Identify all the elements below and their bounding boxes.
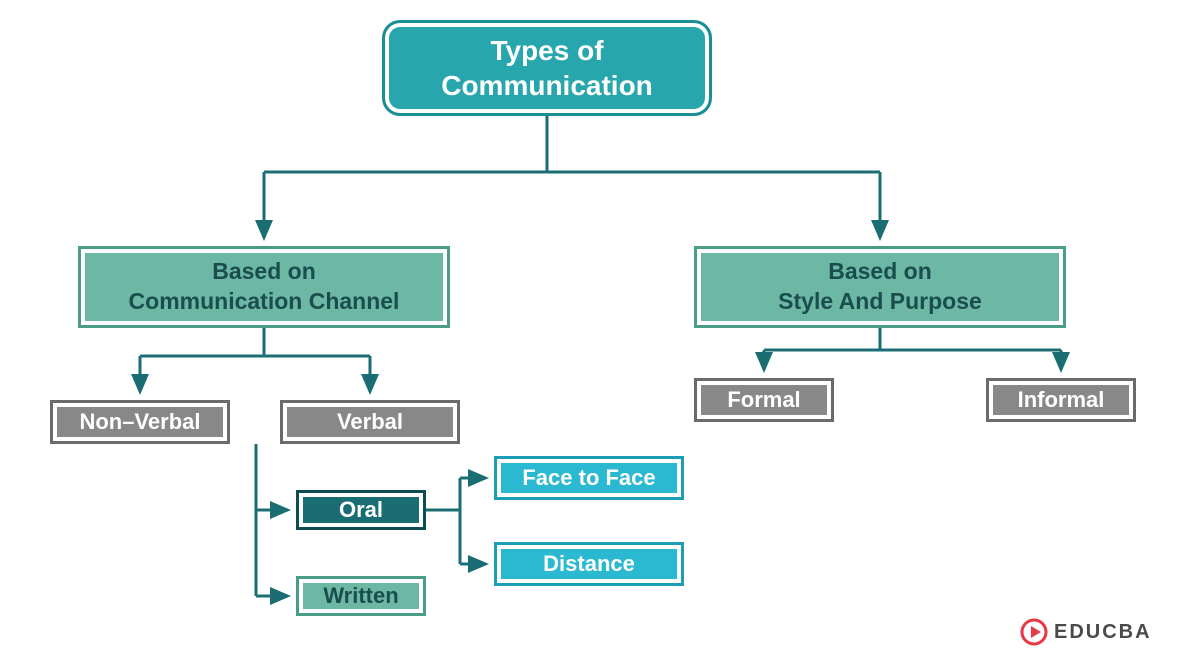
node-verbal-label: Verbal <box>337 409 403 435</box>
node-formal-label: Formal <box>727 387 800 413</box>
node-verbal: Verbal <box>280 400 460 444</box>
node-formal: Formal <box>694 378 834 422</box>
node-written: Written <box>296 576 426 616</box>
node-channel-label: Based on Communication Channel <box>129 257 400 317</box>
node-root-label: Types of Communication <box>441 33 653 103</box>
node-nonverbal: Non–Verbal <box>50 400 230 444</box>
node-written-label: Written <box>323 583 398 609</box>
node-distance-label: Distance <box>543 551 635 577</box>
node-nonverbal-label: Non–Verbal <box>79 409 200 435</box>
node-distance: Distance <box>494 542 684 586</box>
node-style: Based on Style And Purpose <box>694 246 1066 328</box>
node-channel: Based on Communication Channel <box>78 246 450 328</box>
node-informal-label: Informal <box>1018 387 1105 413</box>
node-style-label: Based on Style And Purpose <box>778 257 982 317</box>
play-icon <box>1020 618 1048 646</box>
node-root: Types of Communication <box>382 20 712 116</box>
node-oral: Oral <box>296 490 426 530</box>
node-informal: Informal <box>986 378 1136 422</box>
node-facetoface-label: Face to Face <box>522 465 655 491</box>
node-facetoface: Face to Face <box>494 456 684 500</box>
educba-logo: EDUCBA <box>1020 618 1152 646</box>
logo-text: EDUCBA <box>1054 621 1152 644</box>
node-oral-label: Oral <box>339 497 383 523</box>
